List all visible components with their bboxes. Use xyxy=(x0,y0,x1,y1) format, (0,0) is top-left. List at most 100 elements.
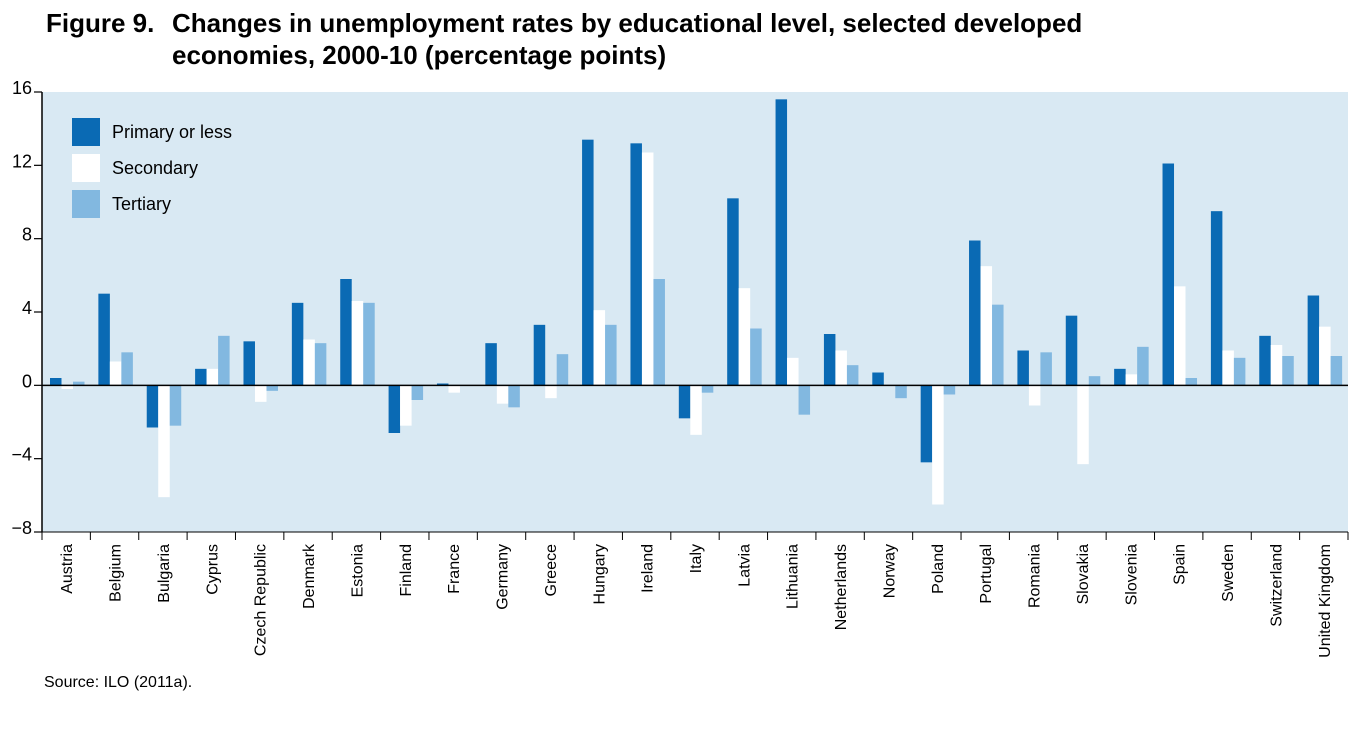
figure-label: Figure 9. xyxy=(46,8,155,38)
x-tick-label: Slovakia xyxy=(1075,544,1092,605)
x-tick-label: Romania xyxy=(1027,544,1044,608)
x-tick-label: United Kingdom xyxy=(1317,544,1334,658)
x-tick-label: Lithuania xyxy=(785,544,802,609)
legend-swatch-tertiary xyxy=(72,190,100,218)
x-tick-label: Estonia xyxy=(349,544,366,597)
bar-primary-or-less-latvia xyxy=(727,198,739,386)
bar-secondary-slovenia xyxy=(1125,374,1138,386)
bar-tertiary-austria xyxy=(73,381,85,386)
bar-primary-or-less-bulgaria xyxy=(146,385,159,428)
bar-primary-or-less-poland xyxy=(920,385,933,463)
bar-tertiary-portugal xyxy=(992,304,1004,386)
bar-secondary-poland xyxy=(932,385,944,505)
y-tick-label: 16 xyxy=(12,78,32,98)
bar-secondary-germany xyxy=(496,385,509,404)
bar-tertiary-bulgaria xyxy=(169,385,182,426)
bar-primary-or-less-switzerland xyxy=(1259,335,1271,386)
y-tick-label: 12 xyxy=(12,151,32,171)
bar-secondary-belgium xyxy=(109,361,122,386)
bar-tertiary-united-kingdom xyxy=(1330,356,1343,386)
bar-secondary-denmark xyxy=(303,339,315,386)
bar-secondary-ireland xyxy=(641,152,654,386)
bar-secondary-lithuania xyxy=(787,357,799,386)
bar-primary-or-less-belgium xyxy=(98,293,110,386)
bar-tertiary-germany xyxy=(508,385,520,408)
bar-primary-or-less-cyprus xyxy=(195,368,207,386)
bar-tertiary-slovenia xyxy=(1137,346,1149,386)
x-tick-label: Latvia xyxy=(736,544,753,587)
bar-secondary-united-kingdom xyxy=(1319,326,1331,386)
bar-primary-or-less-slovenia xyxy=(1114,368,1126,386)
bar-primary-or-less-portugal xyxy=(969,240,981,386)
x-tick-label: Slovenia xyxy=(1123,544,1140,605)
bar-tertiary-cyprus xyxy=(218,335,230,386)
legend-swatch-secondary xyxy=(72,154,100,182)
bar-tertiary-ireland xyxy=(653,279,665,386)
y-tick-label: −4 xyxy=(11,445,32,465)
bar-secondary-greece xyxy=(545,385,557,399)
legend-label-tertiary: Tertiary xyxy=(112,194,171,214)
bar-primary-or-less-france xyxy=(436,383,449,386)
legend-label-secondary: Secondary xyxy=(112,158,198,178)
x-tick-label: Sweden xyxy=(1220,544,1237,602)
bar-primary-or-less-czech-republic xyxy=(243,341,255,386)
bar-tertiary-greece xyxy=(556,354,569,386)
x-tick-label: France xyxy=(446,544,463,594)
y-tick-label: −8 xyxy=(11,518,32,538)
bar-tertiary-poland xyxy=(943,385,956,395)
bar-tertiary-finland xyxy=(411,385,424,400)
x-tick-label: Czech Republic xyxy=(253,544,270,656)
bar-primary-or-less-norway xyxy=(872,372,884,386)
x-tick-label: Finland xyxy=(398,544,415,596)
x-tick-label: Germany xyxy=(495,544,512,610)
y-tick-label: 4 xyxy=(22,298,32,318)
legend-label-primary-or-less: Primary or less xyxy=(112,122,232,142)
bar-tertiary-switzerland xyxy=(1282,356,1294,386)
x-tick-label: Belgium xyxy=(108,544,125,602)
bar-secondary-romania xyxy=(1028,385,1041,406)
bar-secondary-sweden xyxy=(1222,350,1234,386)
bar-tertiary-czech-republic xyxy=(266,385,278,391)
bar-primary-or-less-romania xyxy=(1017,350,1029,386)
bar-secondary-france xyxy=(448,385,460,393)
chart-title-line-1: Changes in unemployment rates by educati… xyxy=(172,8,1083,38)
bar-primary-or-less-austria xyxy=(50,378,62,386)
bar-secondary-cyprus xyxy=(206,368,219,386)
x-tick-label: Netherlands xyxy=(833,544,850,630)
bar-secondary-hungary xyxy=(593,310,606,386)
bar-tertiary-slovakia xyxy=(1088,376,1101,386)
bar-tertiary-latvia xyxy=(750,328,762,386)
bar-secondary-portugal xyxy=(980,266,993,386)
bar-primary-or-less-germany xyxy=(485,343,497,386)
chart-title: Figure 9. Changes in unemployment rates b… xyxy=(46,8,1082,39)
x-tick-label: Greece xyxy=(543,544,560,597)
x-tick-label: Poland xyxy=(930,544,947,594)
x-tick-label: Spain xyxy=(1172,544,1189,585)
legend-swatch-primary-or-less xyxy=(72,118,100,146)
bar-tertiary-hungary xyxy=(605,324,617,386)
bar-primary-or-less-lithuania xyxy=(775,99,788,386)
bar-primary-or-less-italy xyxy=(678,385,691,419)
bar-primary-or-less-slovakia xyxy=(1065,315,1078,386)
x-tick-label: Ireland xyxy=(640,544,657,593)
y-tick-label: 0 xyxy=(22,371,32,391)
bar-secondary-austria xyxy=(61,385,73,389)
bar-secondary-bulgaria xyxy=(158,385,170,498)
x-tick-label: Portugal xyxy=(978,544,995,604)
bar-tertiary-belgium xyxy=(121,352,133,386)
bar-primary-or-less-ireland xyxy=(630,143,642,386)
bar-primary-or-less-netherlands xyxy=(823,334,836,386)
bar-tertiary-sweden xyxy=(1233,357,1246,386)
bar-tertiary-denmark xyxy=(314,343,327,386)
x-tick-label: Bulgaria xyxy=(156,544,173,603)
bar-primary-or-less-hungary xyxy=(582,139,594,386)
bar-tertiary-lithuania xyxy=(798,385,811,415)
bar-tertiary-estonia xyxy=(363,302,375,386)
bar-secondary-slovakia xyxy=(1077,385,1089,465)
plot-area xyxy=(42,92,1348,532)
x-tick-label: Cyprus xyxy=(204,544,221,595)
bar-secondary-netherlands xyxy=(835,350,847,386)
x-tick-label: Switzerland xyxy=(1268,544,1285,627)
bar-primary-or-less-estonia xyxy=(340,279,352,386)
